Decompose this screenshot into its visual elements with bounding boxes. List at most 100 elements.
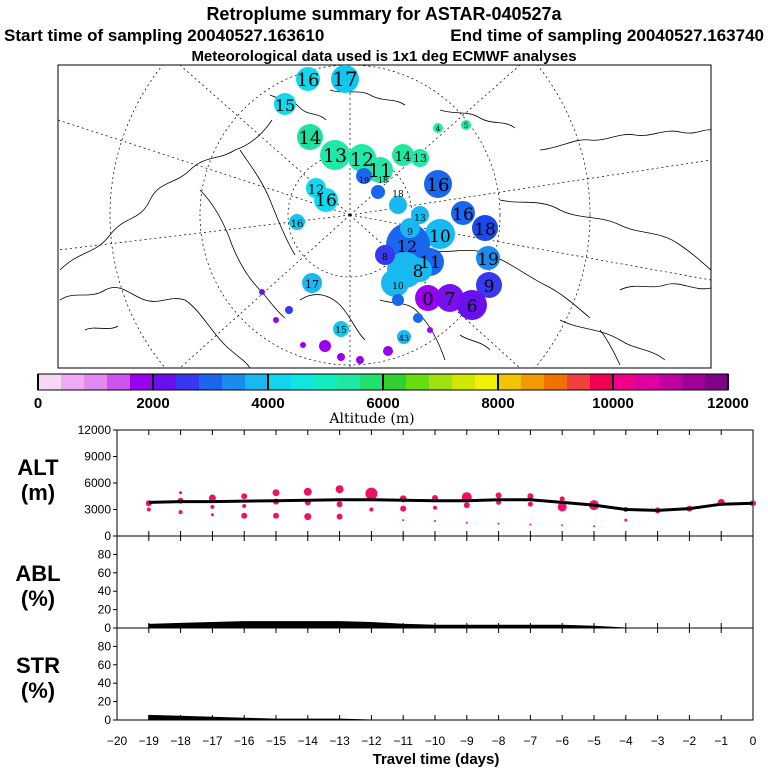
x-tick-label: −17 [202,734,223,748]
time-series-panels: 030006000900012000ALT(m)020406080ABL(%)0… [15,423,756,748]
colorbar-swatch [567,374,591,390]
x-tick-label: −2 [683,734,697,748]
plume-cluster [383,346,393,356]
altitude-cluster [336,485,344,493]
x-tick-label: −11 [393,734,413,748]
plume-cluster [273,317,279,323]
colorbar-swatch [222,374,246,390]
plume-day-label: 13 [414,214,426,224]
panel-name: STR [16,653,60,678]
x-tick-label: −10 [425,734,446,748]
altitude-cluster [179,510,183,514]
colorbar-swatch [130,374,154,390]
altitude-cluster [433,506,437,510]
x-tick-label: −20 [107,734,128,748]
altitude-cluster [369,508,373,512]
altitude-cluster [402,519,404,521]
plume-day-label: 7 [444,289,455,310]
colorbar-swatch [38,374,62,390]
colorbar-tick-label: 4000 [251,395,284,412]
colorbar-swatch [84,374,108,390]
start-time-label: Start time of sampling 20040527.163610 [4,26,324,45]
plume-cluster [413,313,423,323]
colorbar-swatch [268,374,292,390]
plume-day-label: 18 [474,220,496,240]
altitude-cluster [273,513,279,519]
plume-day-label: 19 [477,250,499,270]
altitude-cluster [273,489,280,496]
y-tick-label: 12000 [78,423,112,437]
y-tick-label: 6000 [84,476,111,490]
met-data-label: Meteorological data used is 1x1 deg ECMW… [191,48,576,65]
colorbar-swatch [291,374,315,390]
x-tick-label: −6 [555,734,569,748]
y-tick-label: 40 [98,584,112,598]
plume-day-label: 15 [335,326,347,336]
plume-day-label: 9 [484,277,495,297]
colorbar-swatch [659,374,683,390]
plume-cluster [285,306,293,314]
y-tick-label: 60 [98,658,112,672]
panel-name: ABL [15,561,60,586]
y-tick-label: 60 [98,566,112,580]
end-time-label: End time of sampling 20040527.163740 [450,26,764,45]
panel-unit: (%) [21,678,55,703]
plume-cluster [392,294,404,306]
colorbar-swatch [682,374,706,390]
plume-day-label: 0 [422,289,433,310]
colorbar-tick-label: 2000 [136,395,169,412]
colorbar-swatch [636,374,660,390]
colorbar-swatch [406,374,430,390]
colorbar-swatch [314,374,338,390]
plume-day-label: 17 [332,67,357,91]
colorbar-swatch [153,374,177,390]
colorbar-tick-label: 0 [34,395,42,412]
colorbar-tick-label: 8000 [481,395,514,412]
colorbar-swatch [705,374,729,390]
y-tick-label: 20 [98,603,112,617]
plume-cluster [356,356,364,364]
colorbar-swatch [475,374,499,390]
colorbar-swatch [383,374,407,390]
panel-frame [117,628,753,720]
abl-area [149,622,753,628]
colorbar-swatch [176,374,200,390]
plume-day-label: 10 [392,282,404,292]
altitude-cluster [241,513,247,519]
altitude-cluster [624,519,627,522]
colorbar-swatch [107,374,131,390]
colorbar-swatch [61,374,85,390]
x-tick-label: −4 [619,734,633,748]
x-tick-label: −9 [460,734,474,748]
x-tick-label: −16 [234,734,255,748]
y-tick-label: 80 [98,639,112,653]
altitude-cluster [242,504,246,508]
plume-day-label: 8 [382,253,388,263]
altitude-cluster [304,513,311,520]
plume-day-label: 13 [323,145,347,167]
plume-day-label: 18 [378,176,388,185]
x-tick-label: 0 [750,734,757,748]
y-tick-label: 9000 [84,450,111,464]
plume-day-label: 16 [427,175,450,196]
plume-cluster [337,353,345,361]
plume-cluster [319,340,331,352]
panel-name: ALT [17,455,59,480]
plume-day-label: 16 [291,219,304,230]
colorbar-swatch [452,374,476,390]
mean-altitude-line [149,500,753,511]
panel-unit: (m) [21,480,55,505]
colorbar-swatch [429,374,453,390]
y-tick-label: 40 [98,676,112,690]
altitude-cluster [464,502,470,508]
x-tick-label: −15 [266,734,287,748]
colorbar-swatch [590,374,614,390]
altitude-cluster [241,493,247,499]
altitude-cluster [528,502,533,507]
plume-day-label: 16 [452,205,474,225]
plume-day-label: 14 [299,128,322,149]
colorbar-swatch [544,374,568,390]
